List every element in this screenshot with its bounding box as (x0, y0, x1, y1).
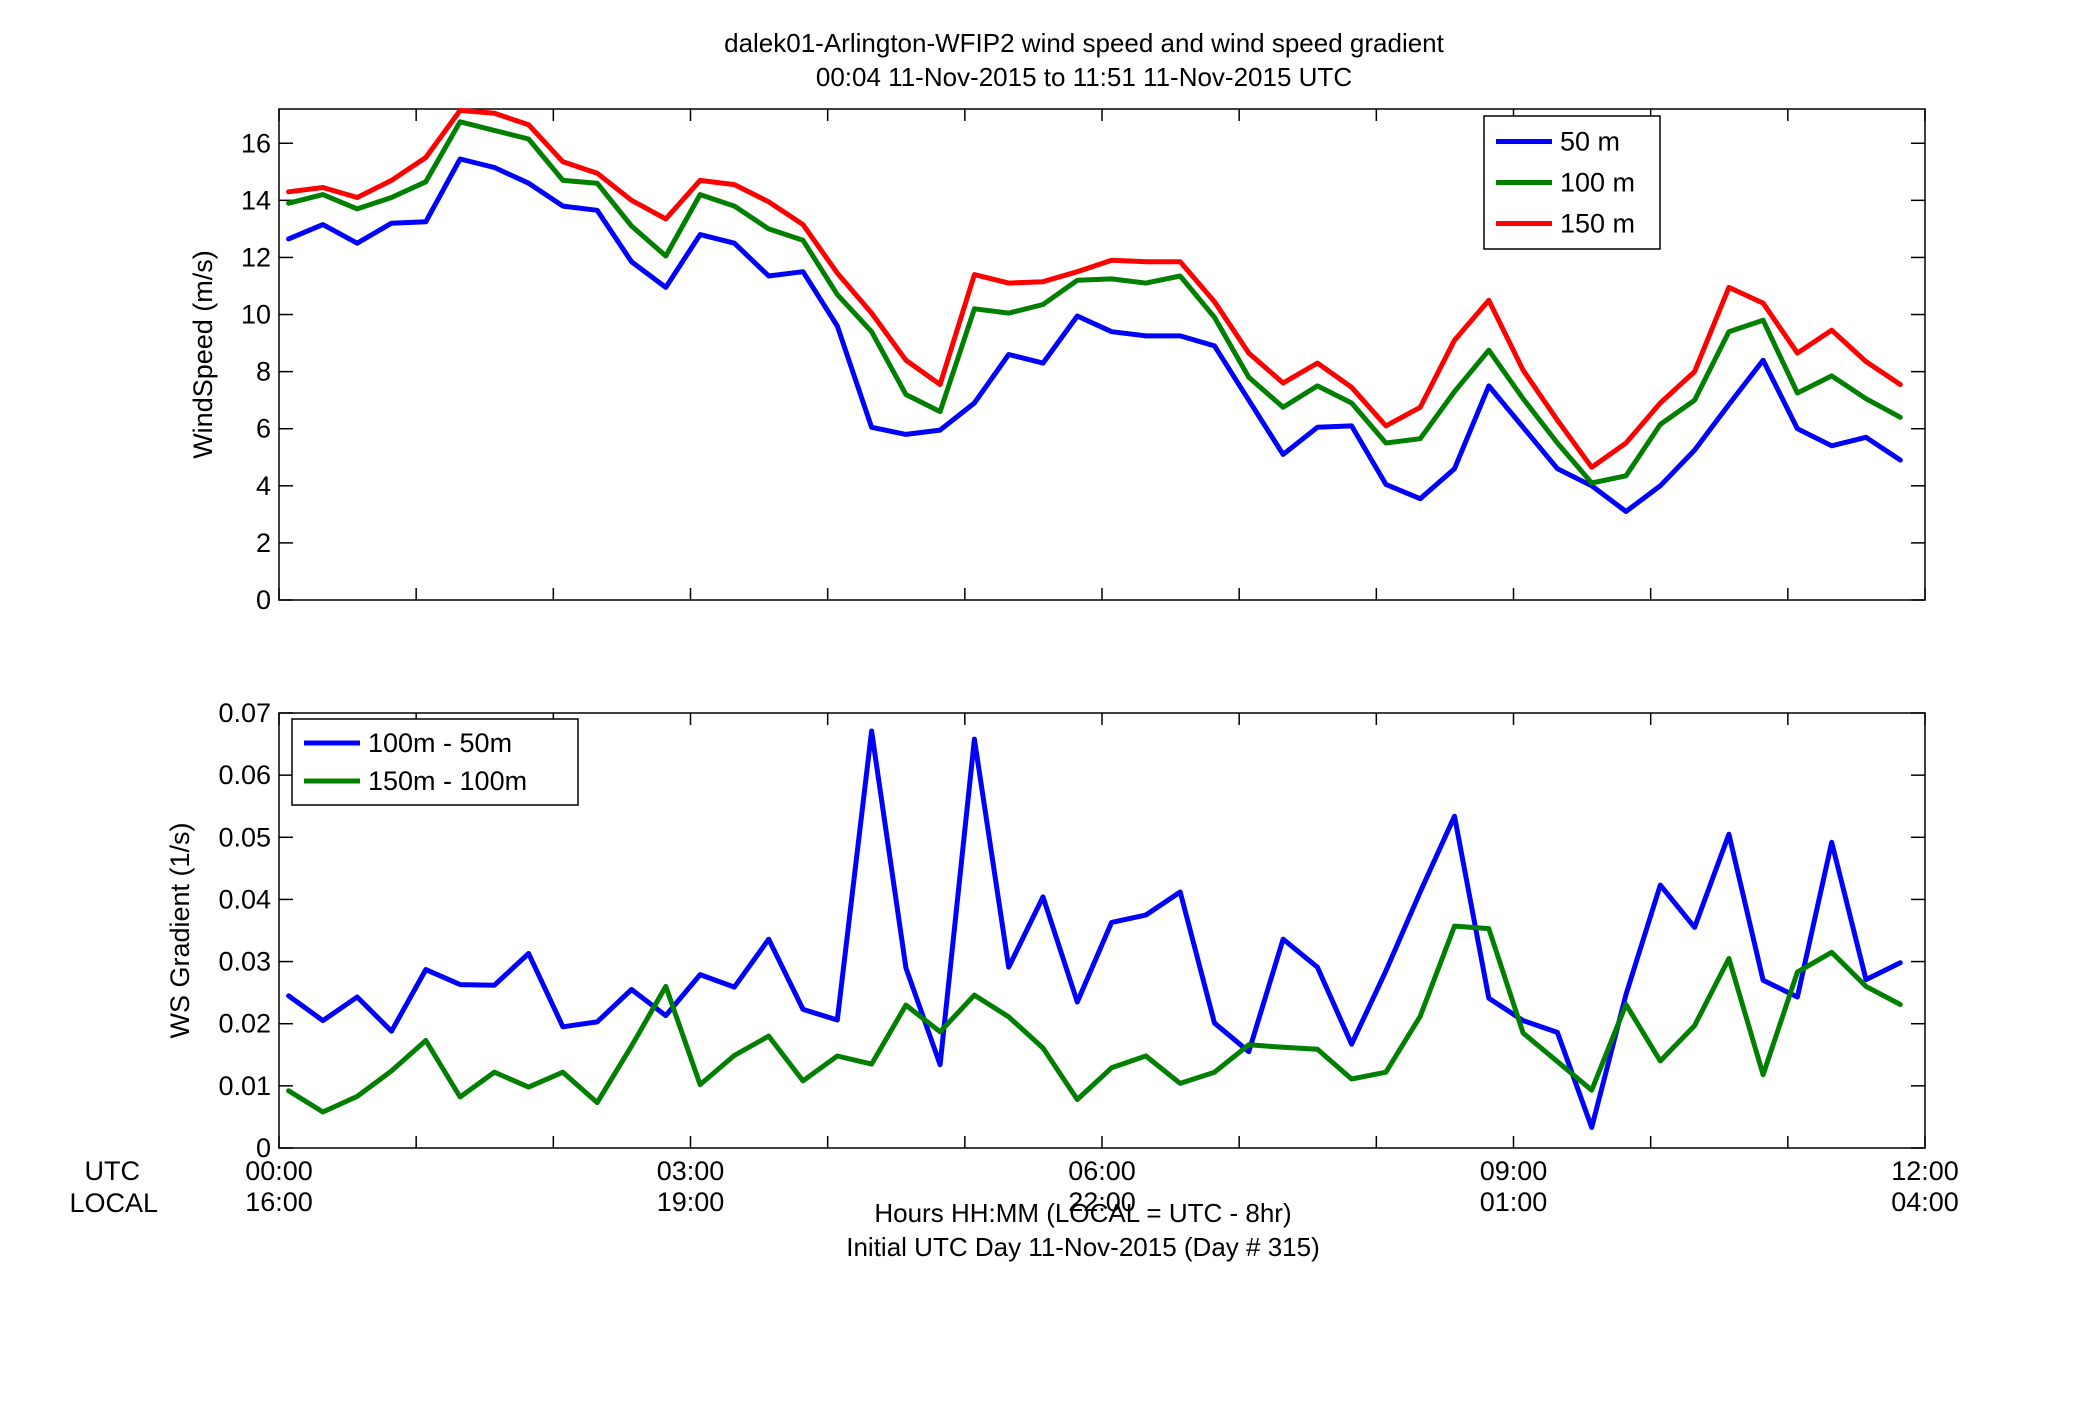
series-line-150-m (286, 107, 1903, 470)
x-tick-label-local: 04:00 (1891, 1187, 1959, 1217)
y-tick-label: 10 (241, 300, 271, 330)
series-line-100-m (286, 119, 1903, 486)
legend-box (291, 718, 579, 806)
x-axis-label: Hours HH:MM (LOCAL = UTC - 8hr) (874, 1198, 1292, 1228)
legend-label: 100m - 50m (368, 728, 512, 758)
series-line-50-m (286, 156, 1903, 514)
y-tick-label: 0.01 (218, 1071, 271, 1101)
y-tick-label: 4 (256, 471, 271, 501)
local-row-label: LOCAL (69, 1188, 158, 1218)
y-tick-label: 6 (256, 414, 271, 444)
y-tick-label: 0 (256, 585, 271, 615)
legend-label: 150 m (1560, 209, 1635, 239)
utc-row-label: UTC (84, 1156, 141, 1186)
y-axis-label: WS Gradient (1/s) (165, 822, 195, 1038)
y-tick-label: 0.07 (218, 698, 271, 728)
y-tick-label: 2 (256, 528, 271, 558)
series-line-100m-50m (286, 728, 1903, 1130)
y-tick-label: 0.02 (218, 1009, 271, 1039)
y-tick-label: 0.04 (218, 884, 271, 914)
x-tick-label-local: 22:00 (1068, 1187, 1136, 1217)
y-tick-label: 12 (241, 242, 271, 272)
legend-label: 100 m (1560, 168, 1635, 198)
chart-subtitle: 00:04 11-Nov-2015 to 11:51 11-Nov-2015 U… (815, 62, 1353, 92)
y-axis-label: WindSpeed (m/s) (188, 250, 218, 459)
top-wind-speed-plot: 0 2 4 6 8 10 12 14 16 WindSpeed (m/s) 50 m 100 m 150… (188, 107, 1926, 615)
x-tick-label-utc: 06:00 (1068, 1156, 1136, 1186)
legend-label: 50 m (1560, 127, 1620, 157)
x-tick-label-local: 01:00 (1480, 1187, 1548, 1217)
x-tick-label-local: 16:00 (245, 1187, 313, 1217)
x-tick-label-utc: 12:00 (1891, 1156, 1959, 1186)
series-line-150m-100m (286, 923, 1903, 1115)
chart-title: dalek01-Arlington-WFIP2 wind speed and w… (724, 28, 1444, 58)
y-tick-label: 0.06 (218, 760, 271, 790)
x-tick-label-utc: 03:00 (657, 1156, 725, 1186)
y-tick-label: 0 (256, 1133, 271, 1163)
bottom-gradient-plot: 0 0.01 0.02 0.03 0.04 0.05 0.06 0.07 WS Gradient… (165, 698, 1959, 1217)
x-tick-label-utc: 09:00 (1480, 1156, 1548, 1186)
y-tick-label: 0.05 (218, 822, 271, 852)
y-tick-label: 0.03 (218, 947, 271, 977)
x-axis-sublabel: Initial UTC Day 11-Nov-2015 (Day # 315) (846, 1232, 1320, 1262)
y-tick-label: 8 (256, 357, 271, 387)
legend-label: 150m - 100m (368, 766, 527, 796)
x-tick-label-local: 19:00 (657, 1187, 725, 1217)
y-tick-label: 14 (241, 185, 271, 215)
y-tick-label: 16 (241, 128, 271, 158)
x-tick-label-utc: 00:00 (245, 1156, 313, 1186)
